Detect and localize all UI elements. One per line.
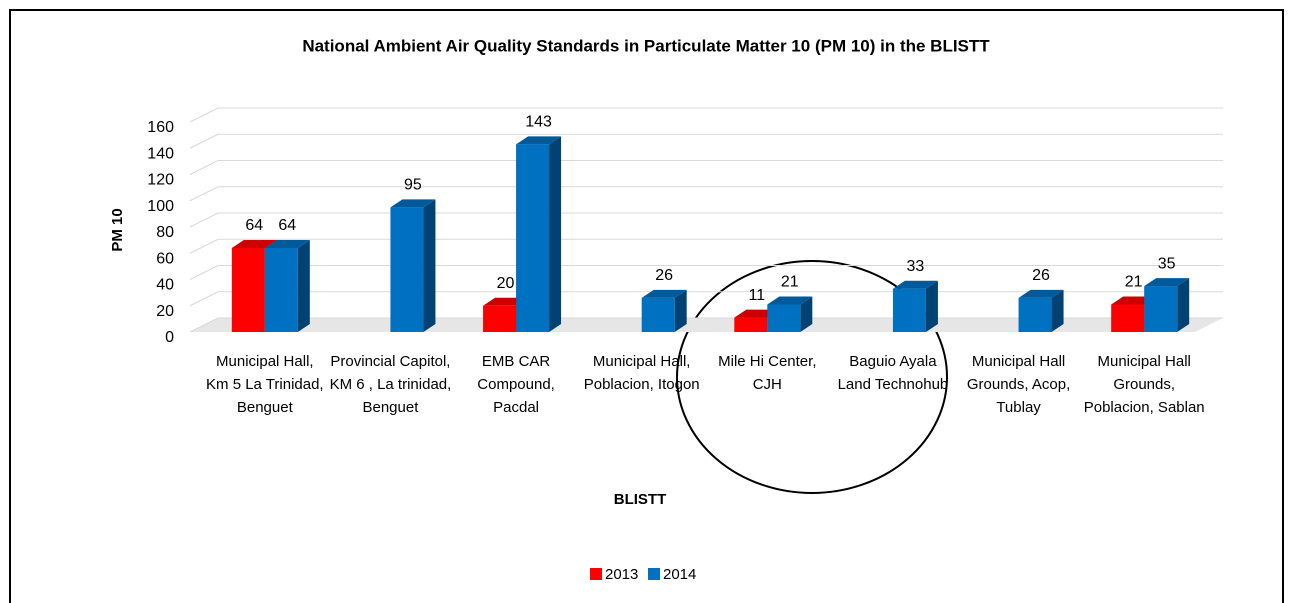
bar xyxy=(516,136,562,332)
bar-face xyxy=(390,207,424,332)
value-label: 20 xyxy=(497,275,515,292)
bar-face xyxy=(734,317,768,332)
bar-face xyxy=(1111,304,1145,332)
value-label: 95 xyxy=(404,177,422,194)
value-label: 26 xyxy=(1032,267,1050,284)
y-tick-label: 20 xyxy=(156,303,174,320)
y-tick-label: 140 xyxy=(147,145,174,162)
chart-title: National Ambient Air Quality Standards i… xyxy=(302,36,990,55)
x-tick-label: EMB CAR Compound, Pacdal xyxy=(477,353,555,416)
bar-face xyxy=(516,136,562,145)
bar-face xyxy=(483,305,517,332)
grid-line xyxy=(189,265,1223,280)
bar-face xyxy=(674,289,687,332)
legend-label: 2013 xyxy=(605,566,638,583)
x-tick-label: Municipal Hall Grounds, Poblacion, Sabla… xyxy=(1083,353,1205,416)
bar-face xyxy=(767,296,813,305)
bar-face xyxy=(1018,289,1064,298)
bar xyxy=(892,280,938,332)
grid-line xyxy=(189,317,1223,333)
floor xyxy=(190,318,1223,332)
x-tick-label: Municipal Hall, Km 5 La Trinidad, Bengue… xyxy=(206,353,324,416)
bar-face xyxy=(641,289,687,298)
bar xyxy=(641,289,687,332)
bar-face xyxy=(925,280,938,332)
bar xyxy=(264,240,310,332)
bar-face xyxy=(297,240,310,332)
bar-face xyxy=(231,240,277,248)
bar-face xyxy=(1051,289,1064,332)
value-label: 33 xyxy=(907,258,925,275)
y-axis-label: PM 10 xyxy=(109,208,126,251)
y-tick-label: 80 xyxy=(156,224,174,241)
bar-face xyxy=(390,199,436,208)
bar-face xyxy=(892,280,938,289)
value-label: 21 xyxy=(781,274,799,291)
bar xyxy=(1144,278,1190,332)
bar-face xyxy=(1018,297,1052,332)
value-label: 64 xyxy=(245,217,263,234)
bar-face xyxy=(1177,278,1190,332)
grid-line xyxy=(189,186,1223,202)
bar-face xyxy=(231,248,265,332)
grid-line xyxy=(189,212,1223,228)
y-tick-label: 60 xyxy=(156,250,174,267)
y-tick-label: 0 xyxy=(165,329,174,346)
x-tick-label: Baguio Ayala Land Technohub xyxy=(837,353,949,393)
grid-line xyxy=(189,238,1223,254)
chart-border xyxy=(9,9,1284,603)
bar-face xyxy=(264,248,298,332)
legend-swatch xyxy=(590,568,602,580)
x-tick-label: Provincial Capitol, KM 6 , La trinidad, … xyxy=(329,353,452,416)
y-tick-label: 40 xyxy=(156,277,174,294)
bar xyxy=(767,296,813,332)
y-tick-label: 100 xyxy=(147,198,174,215)
y-tick-label: 160 xyxy=(147,119,174,136)
x-axis-label: BLISTT xyxy=(614,491,667,508)
bar-face xyxy=(516,144,550,332)
bar-face xyxy=(641,297,675,332)
legend-swatch xyxy=(648,568,660,580)
x-tick-label: Municipal Hall, Poblacion, Itogon xyxy=(583,353,700,393)
x-tick-label: Mile Hi Center, CJH xyxy=(718,353,817,393)
y-tick-label: 120 xyxy=(147,172,174,189)
bar-face xyxy=(1144,278,1190,287)
bar xyxy=(390,199,436,332)
bar-face xyxy=(1144,286,1178,332)
bar-face xyxy=(767,304,801,332)
value-label: 21 xyxy=(1125,274,1143,291)
grid-line xyxy=(189,133,1223,149)
bar-face xyxy=(264,240,310,248)
legend-label: 2014 xyxy=(663,566,696,583)
grid-line xyxy=(189,291,1223,307)
value-label: 64 xyxy=(278,217,296,234)
bar-face xyxy=(423,199,436,332)
bar xyxy=(1018,289,1064,332)
bar-face xyxy=(892,288,926,332)
value-label: 11 xyxy=(749,287,766,304)
value-label: 26 xyxy=(655,267,673,284)
value-label: 35 xyxy=(1158,255,1176,272)
bar-face xyxy=(549,136,562,332)
bar-face xyxy=(800,296,813,332)
highlight-circle xyxy=(676,260,948,494)
x-tick-label: Municipal Hall Grounds, Acop, Tublay xyxy=(966,353,1071,416)
grid-line xyxy=(189,160,1223,175)
value-label: 143 xyxy=(525,114,552,131)
grid-line xyxy=(189,107,1223,123)
